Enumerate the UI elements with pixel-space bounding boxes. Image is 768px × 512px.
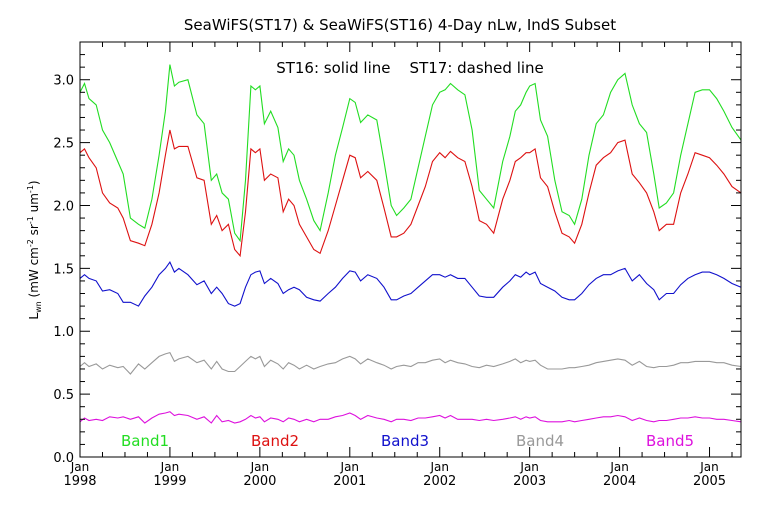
- plot-frame: [79, 41, 742, 458]
- y-tick-label-6: 3.0: [53, 74, 74, 89]
- legend-label-band4: Band4: [516, 432, 564, 450]
- x-tick-year-1: 1999: [153, 474, 186, 489]
- x-tick-month-0: Jan: [70, 460, 90, 474]
- series-line-band5: [79, 411, 742, 424]
- y-tick-label-2: 1.0: [53, 325, 74, 340]
- x-tick-month-4: Jan: [429, 460, 449, 474]
- series-line-band2: [79, 129, 742, 258]
- y-label-exp1: -2: [26, 239, 35, 247]
- x-tick-year-3: 2001: [333, 474, 366, 489]
- y-label-exp2: -1: [26, 216, 35, 224]
- x-tick-year-2: 2000: [243, 474, 276, 489]
- series-line-band1: [79, 64, 742, 243]
- y-tick-label-3: 1.5: [53, 262, 74, 277]
- y-label-sub: wn: [34, 301, 43, 313]
- chart-title: SeaWiFS(ST17) & SeaWiFS(ST16) 4-Day nLw,…: [184, 16, 616, 34]
- x-tick-month-1: Jan: [160, 460, 180, 474]
- x-tick-month-2: Jan: [250, 460, 270, 474]
- y-label-mid2: um: [27, 193, 41, 216]
- legend-label-band5: Band5: [646, 432, 694, 450]
- y-label-mid1: sr: [27, 224, 41, 239]
- x-tick-year-5: 2003: [513, 474, 546, 489]
- y-label-end: ): [27, 180, 41, 185]
- x-tick-year-7: 2005: [693, 474, 726, 489]
- y-tick-label-4: 2.0: [53, 199, 74, 214]
- y-axis-label: Lwn (mW cm-2 sr-1 um-1): [26, 180, 43, 319]
- x-tick-year-0: 1998: [63, 474, 96, 489]
- y-label-exp3: -1: [26, 185, 35, 193]
- chart-annotation: ST16: solid line ST17: dashed line: [276, 59, 544, 77]
- x-tick-month-6: Jan: [609, 460, 629, 474]
- legend-label-band3: Band3: [381, 432, 429, 450]
- legend-label-band1: Band1: [121, 432, 169, 450]
- series-layer: [79, 64, 742, 424]
- y-tick-label-0: 0.0: [53, 451, 74, 466]
- x-tick-month-5: Jan: [519, 460, 539, 474]
- y-tick-label-5: 2.5: [53, 137, 74, 152]
- y-tick-label-1: 0.5: [53, 388, 74, 403]
- legend-label-band2: Band2: [251, 432, 299, 450]
- series-line-band3: [79, 261, 742, 307]
- y-label-main: L: [27, 313, 41, 320]
- x-tick-month-3: Jan: [340, 460, 360, 474]
- legend: Band1 Band2 Band3 Band4 Band5: [121, 432, 694, 450]
- series-line-band4: [79, 351, 742, 375]
- x-tick-year-6: 2004: [603, 474, 636, 489]
- x-tick-year-4: 2002: [423, 474, 456, 489]
- axis-ticks: 0.00.51.01.52.02.53.0Jan1998Jan1999Jan20…: [53, 42, 741, 489]
- x-tick-month-7: Jan: [699, 460, 719, 474]
- y-label-rest: (mW cm: [27, 247, 41, 301]
